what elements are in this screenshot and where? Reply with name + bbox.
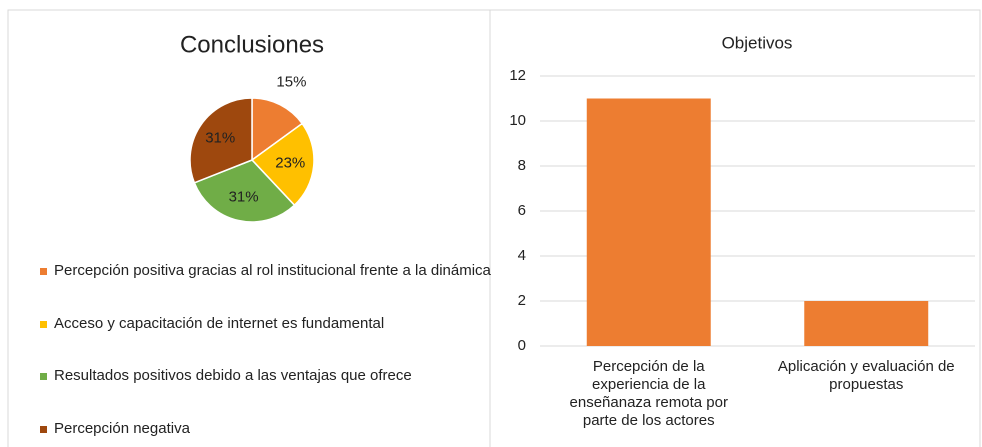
legend-item: Acceso y capacitación de internet es fun… [40,315,494,333]
pie-label: 15% [276,74,306,91]
pie-label: 23% [275,155,305,172]
y-tick-label: 6 [518,202,526,219]
bar-title: Objetivos [722,33,793,52]
bar [586,98,711,346]
y-tick-label: 8 [518,157,526,174]
x-tick-label: Aplicación y evaluación de propuestas [777,358,955,393]
legend-swatch [40,268,47,275]
legend-swatch [40,426,47,433]
legend-swatch [40,373,47,380]
pie-slice [251,97,304,162]
legend-label: Resultados positivos debido a las ventaj… [54,367,412,384]
pie-label: 31% [205,129,235,146]
pie-title: Conclusiones [180,31,324,58]
y-tick-label: 4 [518,247,526,264]
y-tick-label: 0 [518,337,526,354]
legend-item: Percepción negativa [40,420,494,438]
bar-panel [489,9,981,447]
pie-slice [250,122,315,207]
legend-swatch [40,321,47,328]
legend-label: Percepción negativa [54,420,190,437]
pie-slice [193,159,296,223]
x-tick-label: Percepción de la experiencia de la enseñ… [569,358,728,429]
legend-item: Percepción positiva gracias al rol insti… [40,262,494,280]
y-tick-label: 12 [509,67,526,84]
pie-label: 31% [229,188,259,205]
y-tick-label: 2 [518,292,526,309]
y-tick-label: 10 [509,112,526,129]
pie-slice [189,97,253,184]
legend-label: Acceso y capacitación de internet es fun… [54,315,385,332]
legend-label: Percepción positiva gracias al rol insti… [54,262,491,279]
bar [804,301,929,346]
legend-item: Resultados positivos debido a las ventaj… [40,367,494,385]
